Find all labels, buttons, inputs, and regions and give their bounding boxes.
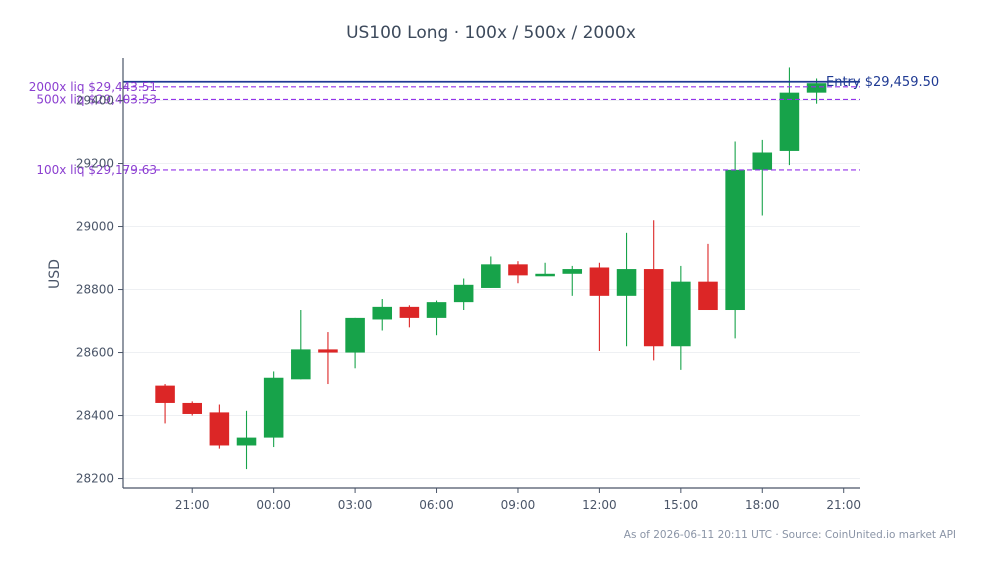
grid-lines — [123, 100, 860, 480]
reference-lines: Entry $29,459.50 2000x liq $29,443.51500x… — [29, 75, 939, 177]
chart-title: US100 Long · 100x / 500x / 2000x — [346, 23, 636, 43]
candle-up — [236, 437, 257, 446]
y-tick-label: 29000 — [76, 220, 114, 234]
candle-down — [155, 385, 175, 403]
candle-down — [209, 412, 230, 446]
y-tick-label: 28200 — [76, 472, 114, 486]
y-tick-label: 28800 — [76, 283, 114, 297]
candle-down — [643, 269, 664, 347]
candle-up — [372, 306, 393, 320]
candle-down — [182, 402, 202, 414]
x-tick-label: 03:00 — [338, 498, 373, 512]
x-tick-label: 00:00 — [256, 498, 291, 512]
candle-down — [698, 281, 718, 311]
candle-up — [453, 284, 474, 303]
y-tick-label: 28600 — [76, 346, 114, 360]
candle-up — [671, 281, 691, 347]
liquidation-label: 2000x liq $29,443.51 — [29, 80, 157, 94]
x-tick-label: 21:00 — [826, 498, 861, 512]
candle-up — [263, 377, 284, 438]
candle-up — [535, 273, 555, 277]
x-tick-label: 06:00 — [419, 498, 454, 512]
candle-up — [752, 152, 773, 170]
candle-down — [318, 349, 338, 353]
x-tick-label: 18:00 — [745, 498, 780, 512]
candle-up — [725, 169, 745, 311]
candle-up — [345, 317, 365, 353]
candle-up — [616, 269, 637, 296]
candles — [155, 67, 827, 470]
y-axis-label: USD — [47, 259, 63, 289]
candle-up — [779, 92, 800, 151]
candle-up — [291, 349, 311, 380]
axes: 28200 28400 28600 28800 29000 29200 29400 21:00… — [76, 58, 861, 512]
liquidation-label: 100x liq $29,179.63 — [36, 163, 157, 177]
y-tick-label: 28400 — [76, 409, 114, 423]
liquidation-label: 500x liq $29,403.53 — [36, 92, 157, 106]
x-tick-label: 12:00 — [582, 498, 617, 512]
y-tick-label: 29200 — [76, 157, 114, 171]
x-tick-label: 21:00 — [175, 498, 210, 512]
y-tick-label: 29400 — [76, 94, 114, 108]
candle-up — [806, 83, 827, 93]
entry-label: Entry $29,459.50 — [826, 75, 939, 90]
candle-up — [426, 302, 447, 318]
footer-note: As of 2026-06-11 20:11 UTC · Source: Coi… — [624, 529, 956, 541]
candle-down — [508, 264, 528, 276]
candle-up — [481, 264, 501, 288]
candle-up — [562, 269, 583, 274]
candle-down — [589, 267, 610, 296]
candle-down — [399, 306, 420, 318]
x-tick-label: 15:00 — [664, 498, 699, 512]
x-tick-label: 09:00 — [501, 498, 536, 512]
